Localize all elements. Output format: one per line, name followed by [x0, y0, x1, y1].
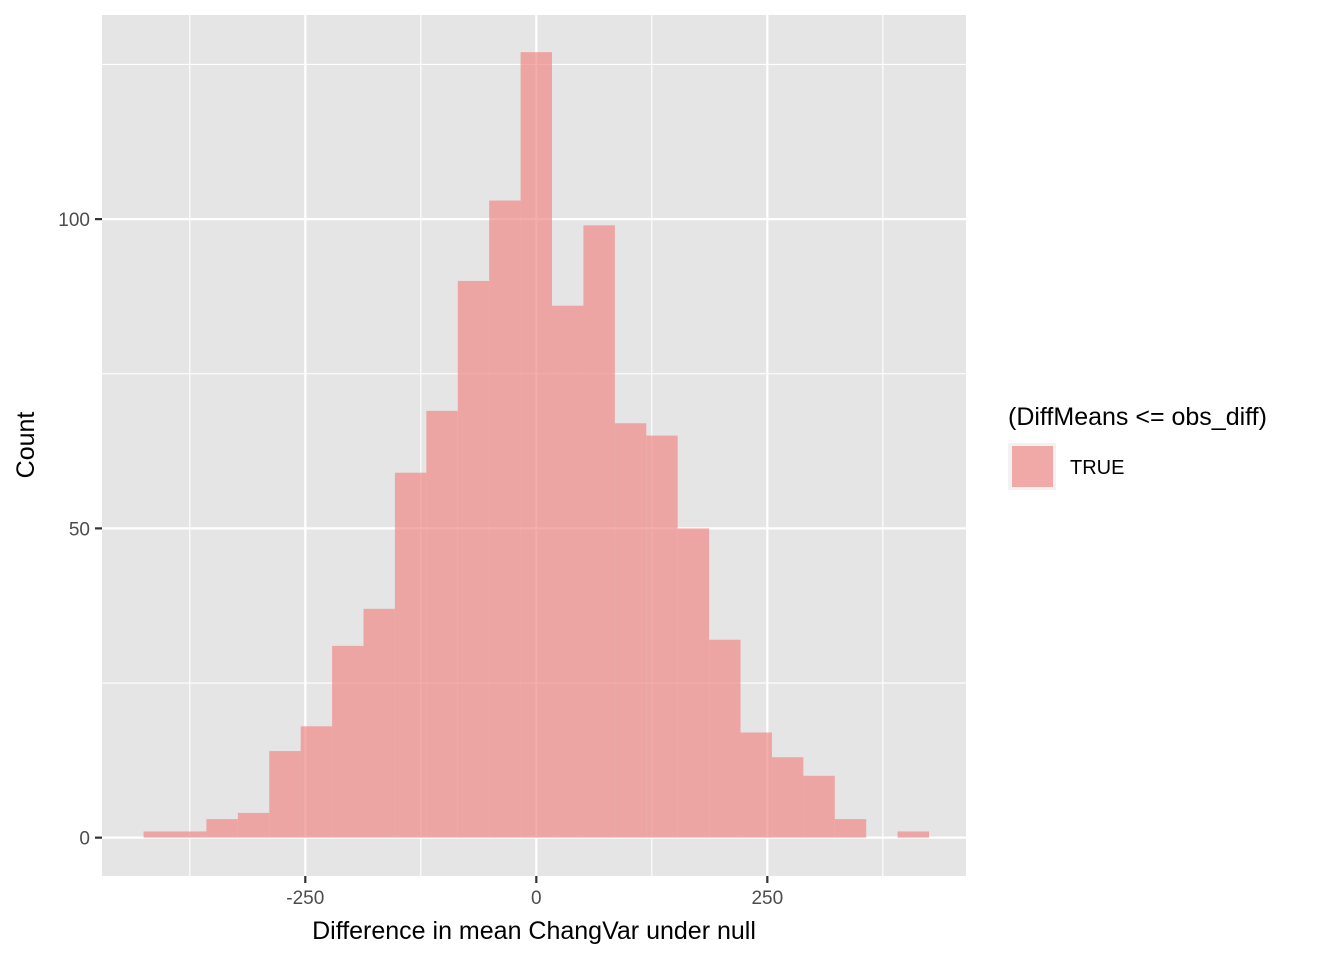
histogram-bar-24 — [897, 831, 930, 838]
histogram-bar-10 — [457, 280, 490, 838]
y-axis-title: Count — [12, 412, 40, 479]
y-tick-label: 50 — [69, 519, 90, 540]
x-tick-label: 250 — [751, 888, 783, 909]
x-axis-tick-labels: -250 0 250 — [286, 888, 783, 909]
histogram-bar-22 — [834, 819, 867, 838]
histogram-bar-9 — [426, 410, 458, 838]
histogram-bar-17 — [677, 528, 710, 838]
histogram-bar-6 — [332, 645, 364, 838]
histogram-bar-8 — [394, 472, 427, 838]
histogram-bar-13 — [552, 305, 584, 838]
histogram-bar-12 — [520, 52, 553, 838]
histogram-bar-3 — [237, 812, 270, 838]
y-axis-ticks — [95, 218, 102, 839]
histogram-bar-7 — [363, 608, 395, 838]
x-tick-label: 0 — [531, 888, 542, 909]
y-axis-tick-labels: 0 50 100 — [58, 210, 90, 850]
histogram-bars — [143, 52, 930, 838]
x-axis-title: Difference in mean ChangVar under null — [312, 917, 756, 945]
histogram-bar-2 — [206, 819, 238, 838]
y-tick-label: 100 — [58, 210, 90, 231]
x-axis-ticks — [304, 876, 769, 883]
histogram-bar-20 — [771, 757, 804, 838]
y-tick-label: 0 — [79, 829, 90, 850]
legend-key-swatch — [1012, 446, 1053, 487]
x-tick-label: -250 — [286, 888, 324, 909]
histogram-bar-15 — [614, 423, 647, 838]
histogram-bar-1 — [175, 831, 207, 838]
histogram-bar-21 — [803, 775, 835, 838]
histogram-bar-0 — [143, 831, 176, 838]
histogram-bar-14 — [583, 225, 615, 838]
histogram-bar-19 — [740, 732, 772, 838]
histogram-bar-5 — [300, 726, 333, 838]
histogram-bar-11 — [489, 200, 521, 838]
histogram-bar-18 — [709, 639, 741, 838]
legend-title: (DiffMeans <= obs_diff) — [1008, 403, 1267, 431]
legend-label-true: TRUE — [1070, 457, 1124, 479]
histogram-bar-16 — [646, 435, 678, 838]
histogram-bar-4 — [269, 751, 301, 838]
legend: (DiffMeans <= obs_diff) TRUE — [1008, 403, 1267, 490]
